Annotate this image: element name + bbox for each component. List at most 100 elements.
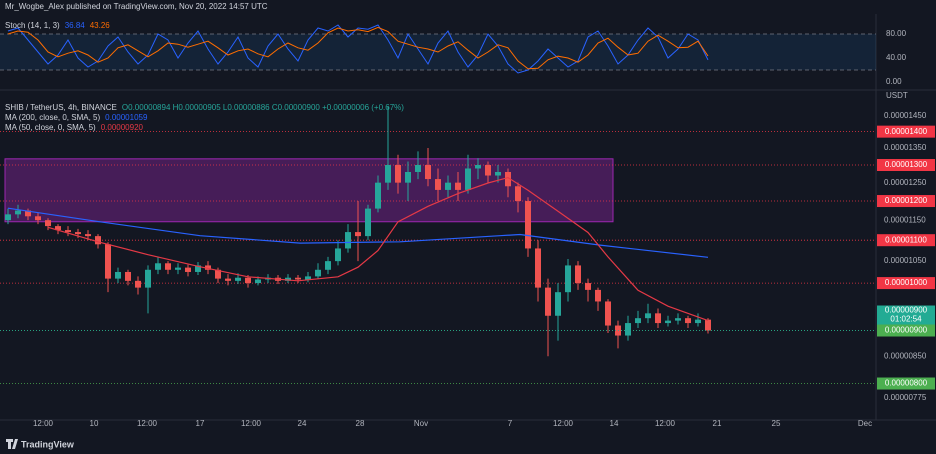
ma-legend-name: MA (200, close, 0, SMA, 5) [5, 113, 100, 122]
candle-body [25, 210, 31, 217]
candle-body [445, 182, 451, 190]
candle-body [395, 165, 401, 183]
candle-body [345, 232, 351, 249]
candle-body [495, 171, 501, 176]
candle-body [35, 216, 41, 221]
candle-body [185, 267, 191, 272]
candle-body [705, 319, 711, 331]
candle-body [625, 323, 631, 336]
candle-body [325, 261, 331, 270]
candle-body [315, 269, 321, 277]
footer-logo: TradingView [6, 439, 75, 449]
candle-body [125, 271, 131, 281]
level-label: 0.00001300 [885, 160, 928, 169]
candle-body [355, 232, 361, 237]
level-label: 0.00001400 [885, 127, 928, 136]
candle-body [45, 220, 51, 227]
level-label: 0.00001200 [885, 196, 928, 205]
candle-body [515, 186, 521, 202]
candle-body [235, 277, 241, 281]
candle-body [465, 168, 471, 190]
x-tick-label: 12:00 [655, 419, 676, 428]
axis-unit: USDT [886, 91, 908, 100]
y-tick-label: 0.00001250 [884, 178, 927, 187]
x-tick-label: 25 [772, 419, 781, 428]
stoch-legend-k: 36.84 [65, 21, 86, 30]
stoch-legend-d: 43.26 [90, 21, 111, 30]
x-tick-label: 12:00 [553, 419, 574, 428]
candle-body [535, 248, 541, 288]
candle-body [565, 265, 571, 293]
candle-body [215, 269, 221, 279]
stoch-line [7, 24, 709, 74]
candle-body [5, 214, 11, 221]
stoch-tick-label: 40.00 [886, 53, 907, 62]
candle-body [135, 280, 141, 288]
x-tick-label: Nov [414, 419, 428, 428]
candle-body [155, 263, 161, 270]
current-countdown: 01:02:54 [890, 315, 922, 324]
candle-body [655, 313, 661, 324]
current-price-label: 0.00000900 [885, 306, 928, 315]
y-tick-label: 0.00001450 [884, 111, 927, 120]
x-tick-label: 21 [713, 419, 722, 428]
candle-body [485, 165, 491, 176]
x-tick-label: Dec [858, 419, 872, 428]
candle-body [15, 210, 21, 215]
candle-body [145, 269, 151, 288]
candle-body [75, 232, 81, 235]
candle-body [205, 265, 211, 270]
candle-body [555, 292, 561, 316]
stoch-tick-label: 0.00 [886, 77, 902, 86]
current-price-box [877, 305, 935, 325]
candle-body [255, 279, 261, 284]
level-label: 0.00001000 [885, 278, 928, 287]
stoch-legend-title: Stoch (14, 1, 3) [5, 21, 60, 30]
candle-body [105, 244, 111, 279]
stoch-line [7, 26, 709, 70]
candle-body [585, 283, 591, 290]
candle-body [55, 226, 61, 231]
candle-body [605, 301, 611, 326]
level-label: 0.00001100 [885, 235, 927, 244]
y-tick-label: 0.00000775 [884, 393, 927, 402]
ma-legend-name: MA (50, close, 0, SMA, 5) [5, 123, 96, 132]
level-label-box [877, 125, 935, 138]
level-label-box [877, 377, 935, 390]
candle-body [115, 271, 121, 279]
x-tick-label: 7 [508, 419, 513, 428]
stoch-tick-label: 80.00 [886, 29, 907, 38]
x-tick-label: 12:00 [137, 419, 158, 428]
ma-legend-value: 0.00001059 [105, 113, 148, 122]
candle-body [95, 236, 101, 245]
candle-body [385, 165, 391, 183]
candle-body [175, 267, 181, 270]
x-tick-label: 17 [196, 419, 205, 428]
candle-body [295, 277, 301, 280]
candle-body [305, 276, 311, 280]
y-tick-label: 0.00001150 [884, 215, 926, 224]
y-tick-label: 0.00001350 [884, 143, 927, 152]
ma-line [47, 176, 709, 322]
candle-body [365, 208, 371, 237]
candle-body [195, 265, 201, 272]
price-legend-ohlc: O0.00000894 H0.00000905 L0.00000886 C0.0… [122, 103, 404, 112]
footer-text: TradingView [21, 439, 75, 449]
candle-body [675, 318, 681, 321]
candle-body [475, 165, 481, 169]
candle-body [685, 318, 691, 324]
candle-body [575, 265, 581, 284]
level-label: 0.00000800 [885, 379, 928, 388]
x-tick-label: 28 [356, 419, 365, 428]
candle-body [645, 313, 651, 319]
logo-icon [6, 439, 18, 449]
y-tick-label: 0.00001050 [884, 256, 927, 265]
x-tick-label: 10 [90, 419, 99, 428]
candle-body [165, 263, 171, 270]
level-label: 0.00000900 [885, 326, 928, 335]
level-label-box [877, 159, 935, 172]
candle-body [425, 165, 431, 180]
